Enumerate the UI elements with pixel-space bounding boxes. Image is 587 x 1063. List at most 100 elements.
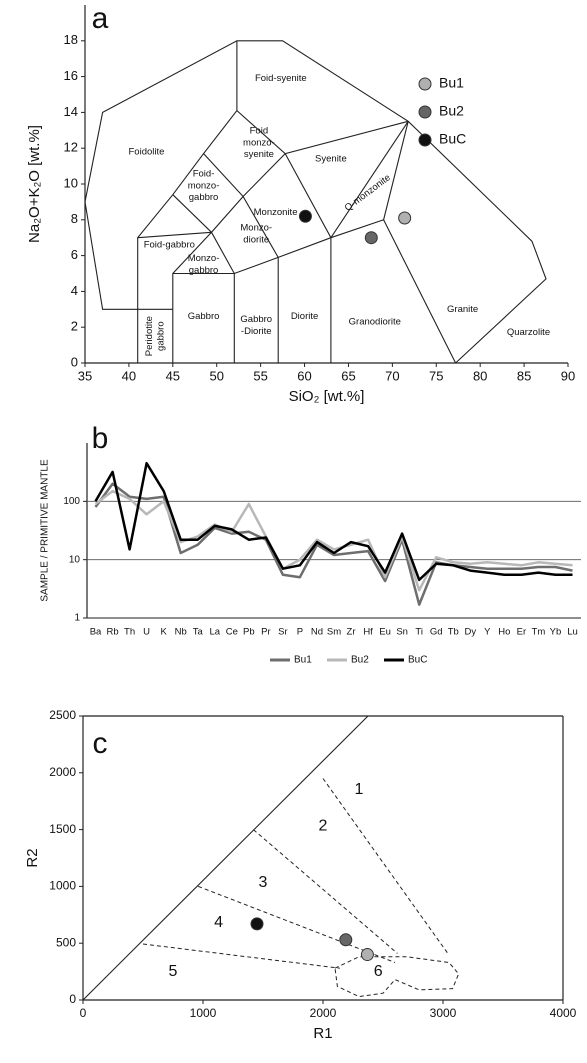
field-boundary: [142, 943, 340, 969]
x-tick-label: 80: [473, 368, 487, 383]
x-tick-label: 2000: [310, 1006, 337, 1020]
x-tick-label: 85: [517, 368, 531, 383]
y-tick-label: 14: [64, 104, 78, 119]
legend-marker: [418, 133, 432, 147]
field-boundary: [82, 715, 369, 1001]
field-label: Foid-: [193, 168, 215, 179]
y-tick-label: 18: [64, 32, 78, 47]
x-tick-label: Y: [484, 627, 491, 638]
x-tick-label: Sm: [327, 627, 341, 638]
legend-label: BuC: [439, 131, 466, 147]
legend-label: Bu1: [439, 75, 464, 91]
data-line: [94, 489, 573, 592]
x-axis-label: SiO₂ [wt.%]: [289, 388, 365, 405]
y-tick-label: 100: [63, 496, 80, 507]
data-point: [360, 948, 374, 962]
field-label: 4: [214, 914, 223, 931]
x-tick-label: Yb: [550, 627, 562, 638]
y-tick-label: 10: [64, 175, 78, 190]
legend-label: BuC: [408, 655, 427, 666]
y-tick-label: 1000: [49, 879, 76, 893]
y-tick-label: 1: [74, 613, 80, 624]
x-tick-label: 4000: [550, 1006, 577, 1020]
panel-label: a: [92, 2, 109, 35]
x-tick-label: Nb: [175, 627, 187, 638]
x-tick-label: Pr: [261, 627, 271, 638]
field-boundary: [322, 778, 449, 954]
field-boundary: [253, 829, 398, 954]
x-tick-label: Lu: [567, 627, 578, 638]
y-tick-label: 10: [69, 554, 81, 565]
field-label: diorite: [243, 235, 269, 246]
x-tick-label: U: [143, 627, 150, 638]
field-boundary: [334, 956, 460, 998]
y-tick-label: 16: [64, 68, 78, 83]
y-tick-label: 8: [71, 211, 78, 226]
panel-label: c: [93, 727, 108, 760]
field-label: 1: [355, 781, 364, 798]
y-tick-label: 1500: [49, 822, 76, 836]
data-point: [298, 209, 312, 223]
data-line: [94, 482, 573, 606]
field-label: Foidolite: [129, 146, 165, 157]
x-tick-label: La: [209, 627, 220, 638]
data-point: [339, 933, 353, 947]
y-tick-label: 12: [64, 140, 78, 155]
x-tick-label: 1000: [190, 1006, 217, 1020]
y-tick-label: 4: [71, 283, 78, 298]
y-tick-label: 2500: [49, 708, 76, 722]
data-point: [364, 231, 378, 245]
x-tick-label: Gd: [430, 627, 443, 638]
x-tick-label: Sr: [278, 627, 288, 638]
field-label: Q-monzonite: [343, 172, 393, 214]
field-label: syenite: [244, 149, 274, 160]
field-label: Granodiorite: [349, 316, 401, 327]
field-label: Granite: [447, 304, 478, 315]
y-tick-label: 0: [69, 992, 76, 1006]
x-tick-label: Sn: [396, 627, 408, 638]
field-label: Gabbro: [240, 314, 272, 325]
field-boundary: [172, 231, 212, 363]
legend-marker: [418, 77, 432, 91]
x-tick-label: Th: [124, 627, 135, 638]
x-tick-label: 0: [80, 1006, 87, 1020]
y-axis-label: R2: [24, 848, 41, 867]
x-tick-label: 75: [429, 368, 443, 383]
field-label: Foid: [250, 125, 268, 136]
x-tick-label: Zr: [347, 627, 356, 638]
y-axis-label: Na₂O+K₂O [wt.%]: [26, 125, 43, 243]
y-tick-label: 2000: [49, 765, 76, 779]
x-tick-label: P: [297, 627, 303, 638]
data-point: [398, 211, 412, 225]
y-tick-label: 500: [56, 935, 76, 949]
field-label: 6: [374, 963, 383, 980]
field-label: -Diorite: [241, 326, 272, 337]
field-label: 3: [259, 874, 268, 891]
x-tick-label: Ti: [415, 627, 423, 638]
field-boundary: [198, 885, 396, 963]
field-label: gabbro: [189, 192, 219, 203]
y-tick-label: 0: [71, 354, 78, 369]
x-tick-label: Tm: [532, 627, 546, 638]
x-tick-label: Hf: [363, 627, 373, 638]
field-label: 5: [169, 963, 178, 980]
x-tick-label: 60: [297, 368, 311, 383]
field-label: Quarzolite: [507, 327, 550, 338]
x-tick-label: Er: [517, 627, 527, 638]
x-tick-label: 70: [385, 368, 399, 383]
x-tick-label: 45: [166, 368, 180, 383]
field-label: Peridotite: [144, 316, 155, 356]
x-tick-label: Ta: [193, 627, 204, 638]
legend-label: Bu1: [294, 655, 312, 666]
field-boundary: [137, 110, 238, 310]
x-tick-label: 50: [209, 368, 223, 383]
x-tick-label: Rb: [106, 627, 118, 638]
field-label: Syenite: [315, 153, 347, 164]
field-label: Monzonite: [254, 207, 298, 218]
legend-label: Bu2: [351, 655, 369, 666]
field-label: Monzo-: [188, 253, 220, 264]
panel-label: b: [92, 422, 109, 455]
y-axis-label: SAMPLE / PRIMITIVE MANTLE: [40, 459, 51, 602]
field-label: Monzo-: [240, 223, 272, 234]
